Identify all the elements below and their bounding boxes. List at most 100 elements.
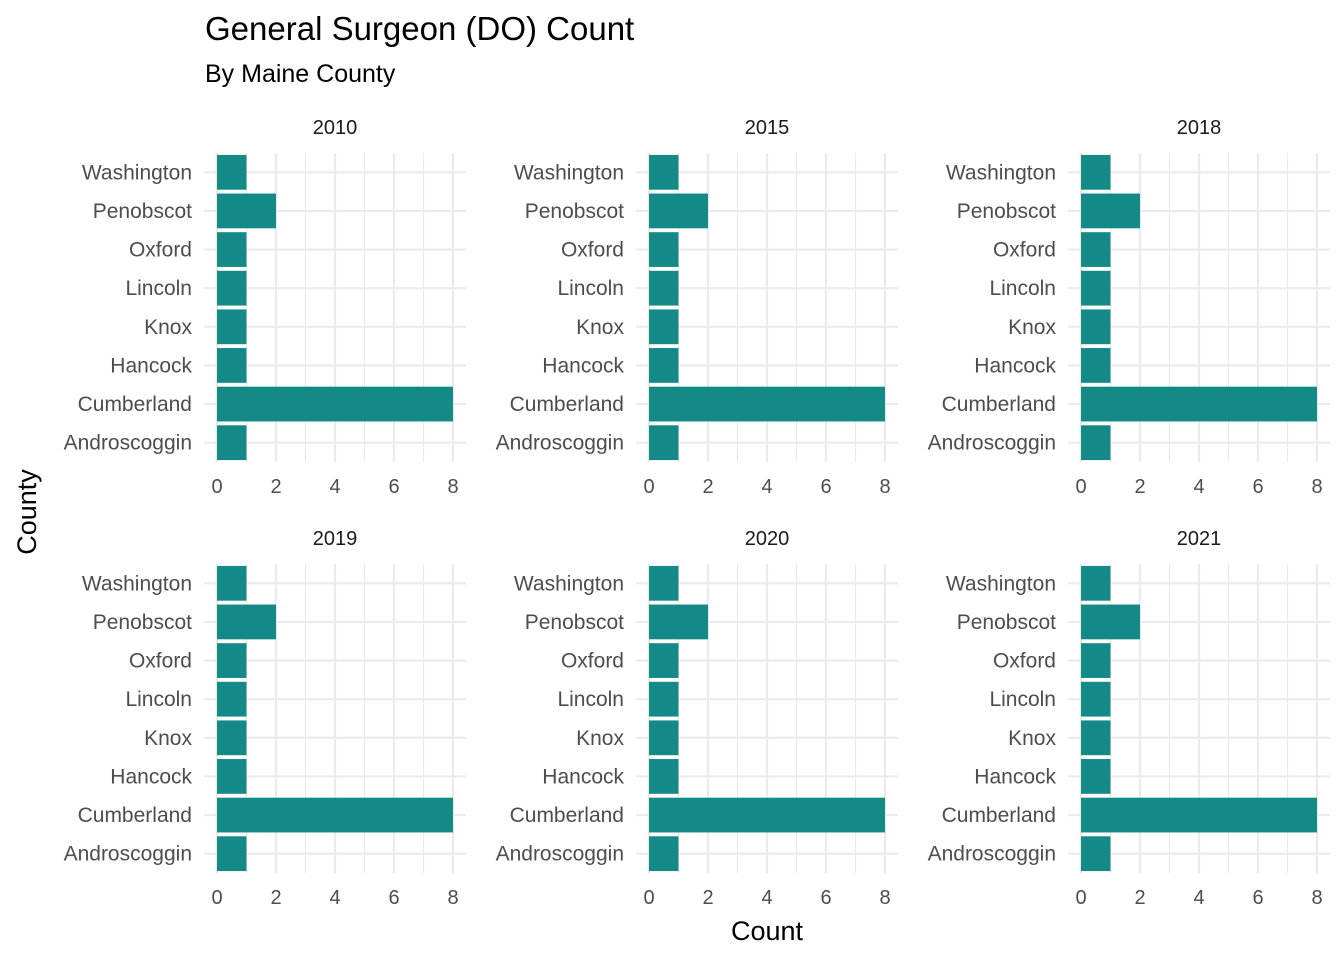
y-tick-label: Cumberland bbox=[78, 393, 192, 416]
y-tick-label: Washington bbox=[514, 572, 624, 595]
y-tick-label: Washington bbox=[82, 161, 192, 184]
x-tick-label: 4 bbox=[1193, 476, 1204, 498]
bar-lincoln bbox=[649, 681, 679, 717]
y-tick-label: Androscoggin bbox=[496, 432, 624, 455]
x-tick-label: 8 bbox=[879, 476, 890, 498]
y-tick-label: Oxford bbox=[561, 650, 624, 673]
bar-penobscot bbox=[649, 193, 708, 229]
y-tick-label: Knox bbox=[576, 316, 624, 339]
facet-label: 2010 bbox=[313, 117, 358, 139]
y-tick-label: Hancock bbox=[110, 354, 192, 377]
y-tick-label: Androscoggin bbox=[496, 843, 624, 866]
y-tick-label: Knox bbox=[144, 316, 192, 339]
bar-cumberland bbox=[217, 797, 453, 833]
x-tick-label: 4 bbox=[1193, 887, 1204, 909]
bar-oxford bbox=[217, 643, 247, 678]
bar-cumberland bbox=[649, 797, 885, 833]
x-tick-label: 8 bbox=[447, 887, 458, 909]
bar-washington bbox=[217, 565, 247, 601]
y-tick-label: Lincoln bbox=[989, 277, 1056, 300]
bar-hancock bbox=[217, 348, 247, 383]
y-tick-label: Washington bbox=[514, 161, 624, 184]
bar-androscoggin bbox=[649, 836, 679, 872]
y-tick-label: Androscoggin bbox=[64, 843, 192, 866]
bar-penobscot bbox=[217, 604, 276, 640]
y-tick-label: Cumberland bbox=[78, 804, 192, 827]
bar-lincoln bbox=[217, 270, 247, 306]
bar-oxford bbox=[1081, 643, 1111, 678]
x-tick-label: 6 bbox=[388, 476, 399, 498]
bar-washington bbox=[649, 154, 679, 190]
y-tick-label: Hancock bbox=[542, 354, 624, 377]
x-tick-label: 0 bbox=[1075, 887, 1086, 909]
bar-knox bbox=[1081, 720, 1111, 756]
facet-label: 2018 bbox=[1177, 117, 1222, 139]
y-tick-label: Oxford bbox=[561, 239, 624, 262]
y-tick-label: Oxford bbox=[129, 650, 192, 673]
bar-washington bbox=[217, 154, 247, 190]
y-tick-label: Penobscot bbox=[525, 611, 624, 634]
panel-2021: 2021 Washington Penobscot Oxford Lincoln Knox… bbox=[928, 528, 1330, 909]
x-tick-label: 8 bbox=[1311, 887, 1322, 909]
chart-title: General Surgeon (DO) Count bbox=[205, 10, 634, 47]
bar-washington bbox=[649, 565, 679, 601]
bar-androscoggin bbox=[649, 425, 679, 461]
bar-androscoggin bbox=[217, 425, 247, 461]
y-tick-label: Cumberland bbox=[942, 804, 1056, 827]
y-tick-label: Penobscot bbox=[957, 611, 1056, 634]
y-tick-label: Cumberland bbox=[510, 804, 624, 827]
bar-washington bbox=[1081, 565, 1111, 601]
y-tick-label: Lincoln bbox=[557, 688, 624, 711]
x-tick-label: 2 bbox=[702, 887, 713, 909]
bar-washington bbox=[1081, 154, 1111, 190]
bar-oxford bbox=[649, 232, 679, 267]
bar-cumberland bbox=[649, 386, 885, 422]
bar-hancock bbox=[217, 759, 247, 794]
bar-hancock bbox=[649, 348, 679, 383]
bar-lincoln bbox=[1081, 681, 1111, 717]
y-tick-label: Androscoggin bbox=[64, 432, 192, 455]
y-tick-label: Knox bbox=[1008, 316, 1056, 339]
y-tick-label: Lincoln bbox=[557, 277, 624, 300]
facet-label: 2019 bbox=[313, 528, 358, 550]
bar-penobscot bbox=[1081, 193, 1140, 229]
x-tick-label: 0 bbox=[1075, 476, 1086, 498]
chart-subtitle: By Maine County bbox=[205, 60, 396, 88]
bar-lincoln bbox=[1081, 270, 1111, 306]
y-tick-label: Penobscot bbox=[93, 611, 192, 634]
x-tick-label: 0 bbox=[211, 887, 222, 909]
bar-cumberland bbox=[1081, 386, 1317, 422]
bar-androscoggin bbox=[1081, 425, 1111, 461]
y-tick-label: Lincoln bbox=[125, 688, 192, 711]
bar-oxford bbox=[217, 232, 247, 267]
y-tick-label: Penobscot bbox=[957, 200, 1056, 223]
x-tick-label: 6 bbox=[1252, 476, 1263, 498]
panel-2010: 2010 Washington Penobscot Oxford Lincoln Knox… bbox=[64, 117, 466, 498]
bar-oxford bbox=[1081, 232, 1111, 267]
bar-androscoggin bbox=[1081, 836, 1111, 872]
y-tick-label: Cumberland bbox=[510, 393, 624, 416]
y-tick-label: Cumberland bbox=[942, 393, 1056, 416]
bar-knox bbox=[1081, 309, 1111, 345]
panel-2020: 2020 Washington Penobscot Oxford Lincoln Knox… bbox=[496, 528, 898, 909]
y-tick-label: Androscoggin bbox=[928, 432, 1056, 455]
x-tick-label: 4 bbox=[761, 476, 772, 498]
facet-label: 2021 bbox=[1177, 528, 1222, 550]
x-tick-label: 6 bbox=[820, 887, 831, 909]
bar-cumberland bbox=[217, 386, 453, 422]
bar-hancock bbox=[1081, 759, 1111, 794]
y-tick-label: Washington bbox=[946, 161, 1056, 184]
y-tick-label: Washington bbox=[82, 572, 192, 595]
x-tick-label: 4 bbox=[761, 887, 772, 909]
panel-2018: 2018 Washington Penobscot Oxford Lincoln Knox… bbox=[928, 117, 1330, 498]
bar-lincoln bbox=[217, 681, 247, 717]
panel-2015: 2015 Washington Penobscot Oxford Lincoln Knox… bbox=[496, 117, 898, 498]
bar-penobscot bbox=[649, 604, 708, 640]
y-tick-label: Androscoggin bbox=[928, 843, 1056, 866]
bar-penobscot bbox=[1081, 604, 1140, 640]
x-tick-label: 2 bbox=[702, 476, 713, 498]
y-tick-label: Hancock bbox=[974, 354, 1056, 377]
x-tick-label: 4 bbox=[329, 476, 340, 498]
y-tick-label: Oxford bbox=[129, 239, 192, 262]
